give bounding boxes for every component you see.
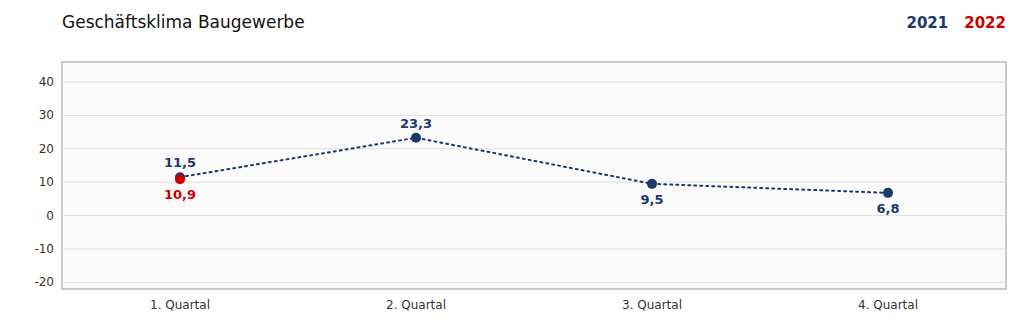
- grid-line: [62, 248, 1006, 249]
- legend: 2022 2021: [907, 14, 1007, 32]
- point-marker: [411, 133, 421, 143]
- legend-entry: 2022: [964, 14, 1006, 32]
- chart-title: Geschäftsklima Baugewerbe: [62, 12, 305, 32]
- data-label: 6,8: [876, 201, 899, 216]
- series-line: [180, 138, 888, 193]
- grid-line: [62, 182, 1006, 183]
- point-marker: [883, 188, 893, 198]
- x-tick-label: 1. Quartal: [150, 298, 210, 312]
- grid-line: [62, 215, 1006, 216]
- legend-entry: 2021: [907, 14, 949, 32]
- data-label: 11,5: [164, 155, 196, 170]
- y-tick-label: 30: [39, 108, 54, 122]
- data-label: 23,3: [400, 116, 432, 131]
- data-label: 9,5: [640, 192, 663, 207]
- chart-svg: -20 -10 0 10 20 30 40 1. Quartal 2. Quartal 3. Qu…: [0, 0, 1028, 331]
- y-tick-label: 20: [39, 142, 54, 156]
- point-marker: [647, 179, 657, 189]
- x-tick-label: 3. Quartal: [622, 298, 682, 312]
- x-tick-label: 4. Quartal: [858, 298, 918, 312]
- plot-marks: [175, 133, 893, 198]
- data-label: 10,9: [164, 187, 196, 202]
- grid-line: [62, 282, 1006, 283]
- plot-frame: [62, 62, 1006, 289]
- y-tick-label: -10: [34, 242, 54, 256]
- x-tick-label: 2. Quartal: [386, 298, 446, 312]
- grid-line: [62, 82, 1006, 83]
- chart-container: -20 -10 0 10 20 30 40 1. Quartal 2. Quartal 3. Qu…: [0, 0, 1028, 331]
- y-tick-label: -20: [34, 275, 54, 289]
- y-tick-label: 0: [46, 209, 54, 223]
- y-tick-label: 10: [39, 175, 54, 189]
- y-tick-label: 40: [39, 75, 54, 89]
- data-labels: 11,5 23,3 9,5 6,8 10,9: [164, 116, 900, 216]
- grid-line: [62, 115, 1006, 116]
- grid-line: [62, 148, 1006, 149]
- point-marker: [175, 174, 185, 184]
